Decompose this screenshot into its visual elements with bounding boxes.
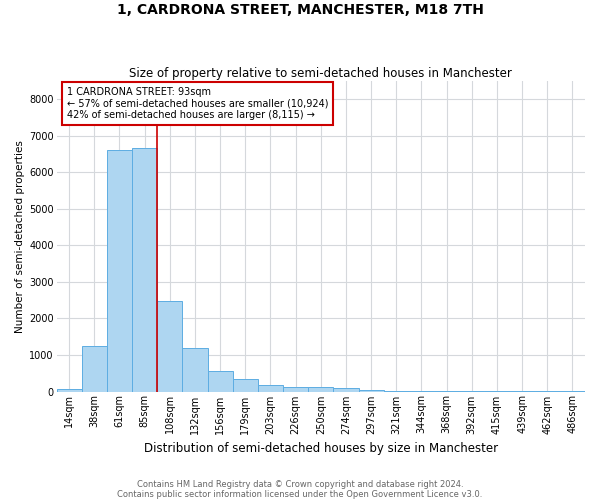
Text: 1 CARDRONA STREET: 93sqm
← 57% of semi-detached houses are smaller (10,924)
42% : 1 CARDRONA STREET: 93sqm ← 57% of semi-d… bbox=[67, 87, 329, 120]
Bar bbox=[233, 379, 258, 392]
Title: Size of property relative to semi-detached houses in Manchester: Size of property relative to semi-detach… bbox=[130, 66, 512, 80]
Bar bbox=[56, 388, 82, 392]
Bar bbox=[132, 148, 157, 392]
Bar bbox=[258, 384, 283, 392]
X-axis label: Distribution of semi-detached houses by size in Manchester: Distribution of semi-detached houses by … bbox=[144, 442, 498, 455]
Bar bbox=[383, 391, 409, 392]
Bar bbox=[308, 388, 334, 392]
Bar bbox=[359, 390, 383, 392]
Text: 1, CARDRONA STREET, MANCHESTER, M18 7TH: 1, CARDRONA STREET, MANCHESTER, M18 7TH bbox=[116, 2, 484, 16]
Text: Contains HM Land Registry data © Crown copyright and database right 2024.
Contai: Contains HM Land Registry data © Crown c… bbox=[118, 480, 482, 499]
Bar bbox=[182, 348, 208, 392]
Bar bbox=[283, 387, 308, 392]
Bar bbox=[157, 301, 182, 392]
Y-axis label: Number of semi-detached properties: Number of semi-detached properties bbox=[15, 140, 25, 332]
Bar bbox=[107, 150, 132, 392]
Bar bbox=[334, 388, 359, 392]
Bar bbox=[208, 371, 233, 392]
Bar bbox=[82, 346, 107, 392]
